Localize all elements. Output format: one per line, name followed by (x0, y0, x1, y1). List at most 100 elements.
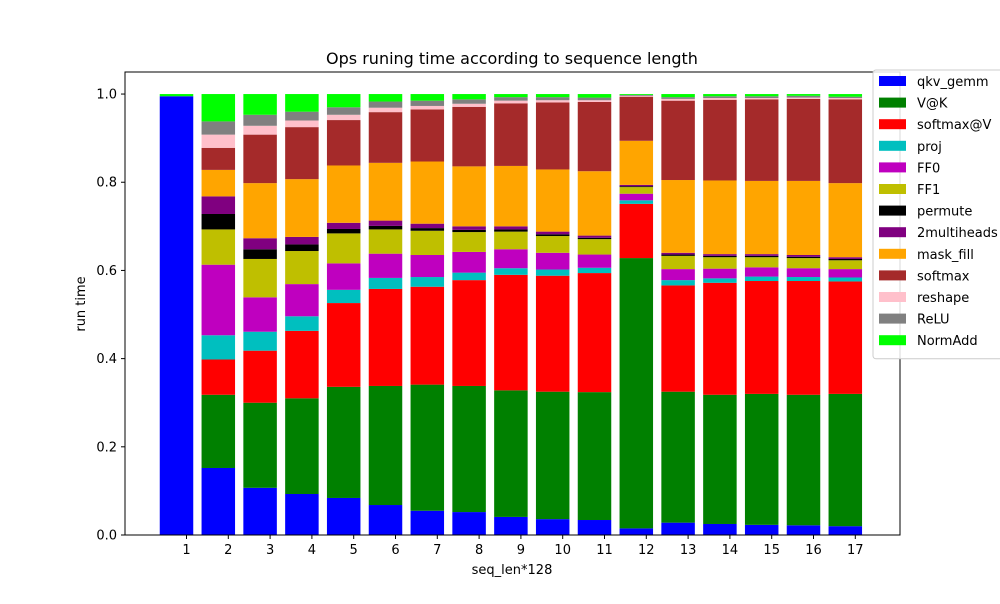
bar-segment-qkv-gemm-11 (577, 520, 612, 535)
bar-segment-reshape-16 (786, 97, 821, 99)
legend-label: proj (917, 140, 942, 155)
bar-segment-v-k-17 (828, 393, 863, 527)
x-tick-label: 11 (596, 543, 613, 558)
y-tick-label: 0.2 (96, 440, 117, 455)
legend-label: mask_fill (917, 248, 974, 263)
bar-segment-2multiheads-2 (201, 196, 236, 214)
bar-segment-proj-9 (494, 268, 528, 275)
bar-segment-softmax-v-11 (577, 273, 612, 393)
bar-segment-qkv-gemm-2 (201, 467, 236, 535)
bar-segment-ff1-15 (744, 257, 779, 268)
bar-segment-relu-7 (410, 100, 445, 106)
bar-segment-qkv-gemm-13 (661, 522, 695, 535)
bar-segment-softmax-v-8 (452, 280, 486, 386)
bar-segment-mask-fill-4 (285, 179, 319, 237)
bar-segment-ff1-11 (577, 239, 612, 255)
bar-segment-proj-17 (828, 277, 863, 282)
chart-title: Ops runing time according to sequence le… (326, 49, 698, 68)
legend-swatch-qkv-gemm (879, 76, 906, 86)
legend-swatch-softmax-v (879, 119, 906, 130)
bar-segment-2multiheads-10 (535, 231, 570, 235)
legend-label: softmax@V (917, 118, 991, 133)
bar-segment-ff1-12 (619, 187, 654, 194)
bar-segment-proj-13 (661, 280, 695, 286)
legend-label: ReLU (917, 313, 950, 328)
bar-segment-permute-14 (703, 255, 737, 258)
bar-segment-ff1-4 (285, 251, 319, 285)
legend-swatch-softmax (879, 270, 906, 281)
x-tick-label: 12 (638, 543, 655, 558)
bar-segment-softmax-13 (661, 100, 695, 181)
bar-segment-permute-9 (494, 229, 528, 232)
bar-segment-permute-2 (201, 213, 236, 230)
bar-segment-reshape-5 (326, 114, 361, 121)
bar-segment-permute-7 (410, 228, 445, 231)
legend-swatch-normadd (879, 335, 906, 346)
bar-segment-ff1-16 (786, 258, 821, 269)
bar-segment-normadd-15 (744, 94, 779, 97)
bar-segment-softmax-v-15 (744, 281, 779, 394)
bar-segment-permute-17 (828, 258, 863, 261)
bar-segment-qkv-gemm-16 (786, 525, 821, 535)
bar-segment-softmax-8 (452, 106, 486, 167)
bar-segment-softmax-v-7 (410, 286, 445, 385)
bar-segment-relu-5 (326, 107, 361, 115)
bar-segment-reshape-8 (452, 103, 486, 107)
bar-segment-qkv-gemm-17 (828, 526, 863, 535)
bar-segment-2multiheads-3 (243, 238, 277, 250)
y-axis: 0.0 0.2 0.4 0.6 0.8 1.0 (96, 88, 125, 544)
bars-layer (159, 94, 863, 535)
bar-segment-reshape-17 (828, 98, 863, 100)
x-tick-label: 2 (224, 543, 232, 558)
x-axis-label: seq_len*128 (472, 563, 553, 578)
legend-swatch-2multiheads (879, 227, 906, 238)
bar-segment-qkv-gemm-8 (452, 512, 486, 535)
x-tick-label: 16 (805, 543, 822, 558)
bar-segment-normadd-16 (786, 94, 821, 96)
bar-segment-2multiheads-4 (285, 236, 319, 245)
bar-segment-softmax-v-16 (786, 281, 821, 395)
bar-segment-permute-6 (368, 225, 403, 230)
bar-segment-2multiheads-16 (786, 255, 821, 257)
bar-segment-relu-12 (619, 94, 654, 96)
bar-segment-qkv-gemm-12 (619, 528, 654, 535)
bar-segment-mask-fill-16 (786, 180, 821, 255)
bar-segment-v-k-10 (535, 391, 570, 520)
bar-segment-mask-fill-9 (494, 165, 528, 227)
bar-segment-reshape-13 (661, 98, 695, 101)
bar-segment-relu-11 (577, 97, 612, 101)
bar-segment-ff1-9 (494, 231, 528, 250)
bar-segment-normadd-17 (828, 94, 863, 97)
bar-segment-softmax-v-17 (828, 281, 863, 394)
bar-segment-softmax-15 (744, 99, 779, 181)
bar-segment-ff0-14 (703, 268, 737, 279)
bar-segment-softmax-12 (619, 96, 654, 141)
bar-segment-proj-7 (410, 277, 445, 287)
bar-segment-2multiheads-17 (828, 257, 863, 259)
bar-segment-mask-fill-7 (410, 161, 445, 224)
bar-segment-relu-8 (452, 99, 486, 104)
bar-segment-qkv-gemm-9 (494, 516, 528, 535)
bar-segment-permute-11 (577, 237, 612, 240)
bar-segment-normadd-4 (285, 94, 319, 112)
bar-segment-v-k-6 (368, 385, 403, 506)
legend-swatch-ff0 (879, 162, 906, 173)
bar-segment-softmax-5 (326, 120, 361, 166)
bar-segment-ff0-3 (243, 297, 277, 332)
bar-segment-relu-2 (201, 121, 236, 135)
y-tick-label: 1.0 (96, 88, 117, 103)
bar-segment-normadd-13 (661, 94, 695, 98)
bar-segment-reshape-15 (744, 98, 779, 100)
bar-segment-softmax-v-5 (326, 303, 361, 387)
bar-segment-softmax-3 (243, 134, 277, 184)
bar-segment-mask-fill-17 (828, 183, 863, 258)
bar-segment-ff0-9 (494, 249, 528, 269)
bar-segment-ff0-10 (535, 252, 570, 270)
bar-segment-permute-8 (452, 229, 486, 233)
x-tick-label: 3 (266, 543, 274, 558)
bar-segment-proj-12 (619, 200, 654, 204)
bar-segment-permute-12 (619, 186, 654, 188)
bar-segment-reshape-11 (577, 100, 612, 102)
bar-segment-proj-11 (577, 267, 612, 274)
bar-segment-ff1-17 (828, 260, 863, 270)
